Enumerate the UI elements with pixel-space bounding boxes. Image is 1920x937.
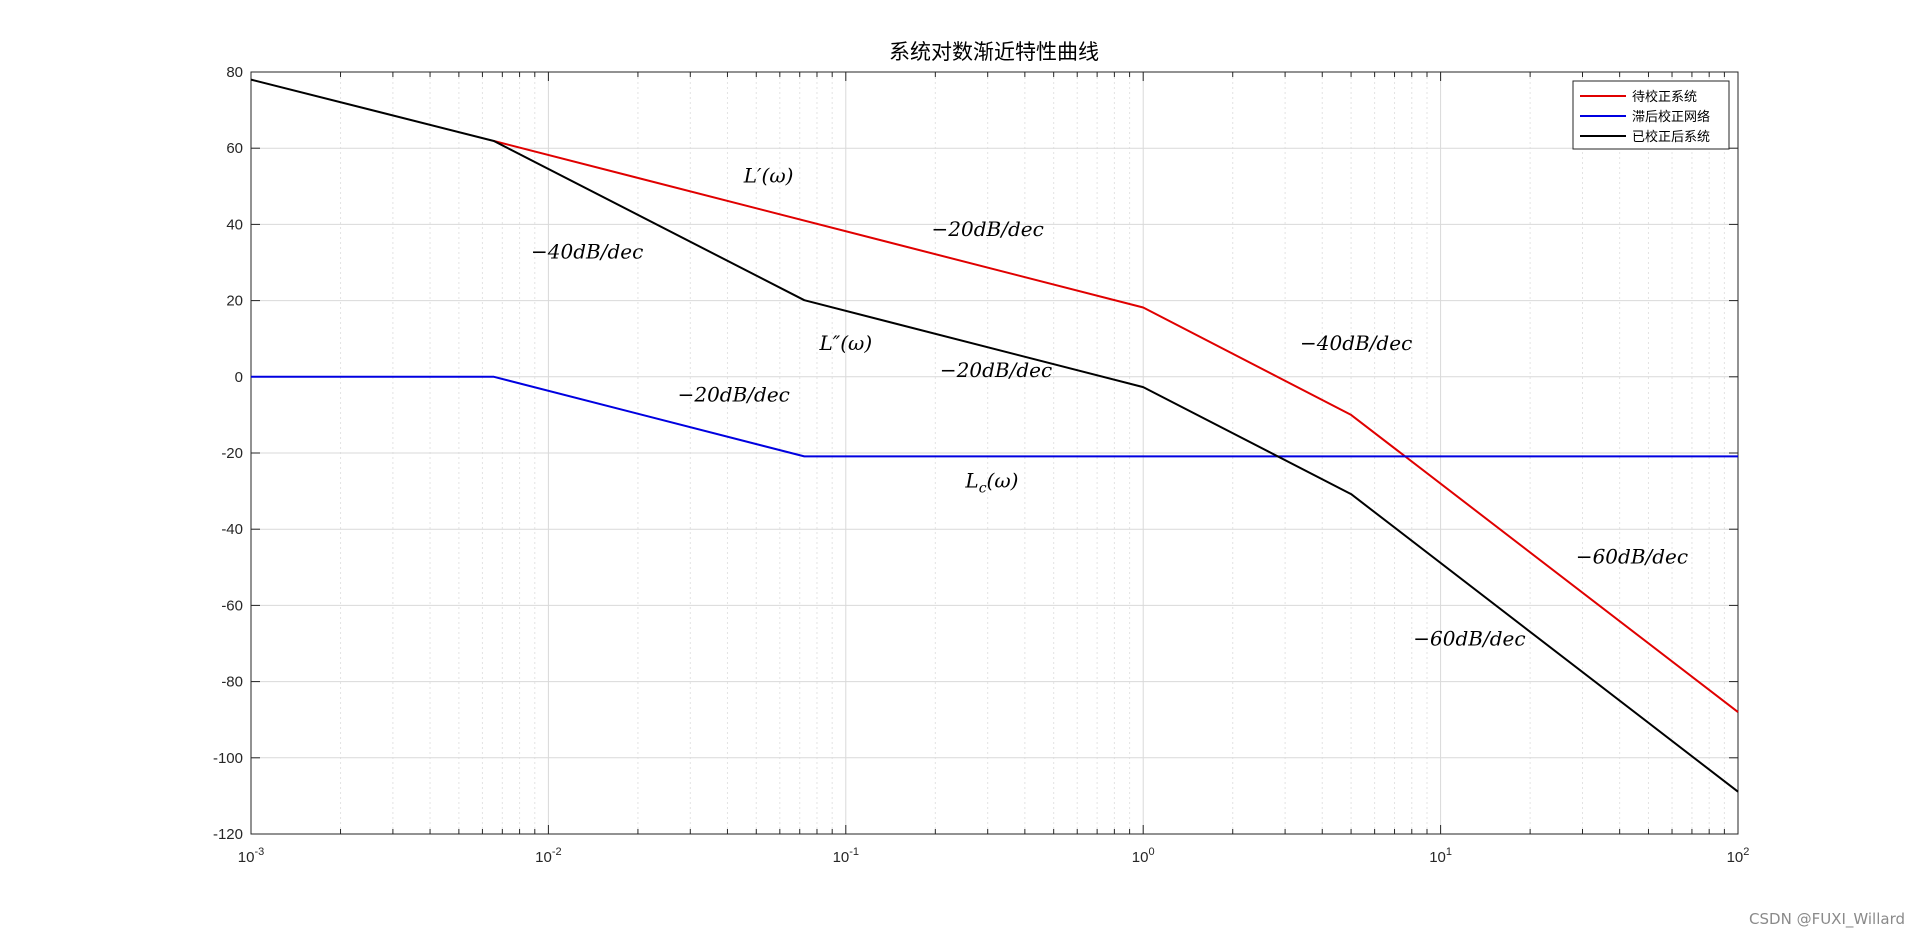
x-tick-label: 102	[1727, 846, 1750, 866]
y-tick-label: 60	[226, 140, 243, 157]
grid-major	[250, 71, 1739, 835]
series-lines	[250, 78, 1739, 793]
y-tick-label: -60	[221, 597, 243, 614]
legend-label-3: 已校正后系统	[1632, 129, 1710, 145]
x-tick-label: 10-2	[535, 846, 561, 866]
annotation-label: −60dB/dec	[1413, 626, 1525, 650]
x-tick-label: 100	[1132, 846, 1155, 866]
axis-ticks	[250, 71, 1739, 835]
annotation-label: −20dB/dec	[678, 383, 790, 407]
y-tick-label: 0	[235, 369, 243, 386]
annotation-label: L′(ω)	[743, 163, 794, 187]
legend-label-1: 待校正系统	[1632, 89, 1697, 105]
y-tick-label: -100	[213, 750, 243, 767]
x-tick-label: 10-3	[238, 846, 264, 866]
y-tick-label: -80	[221, 674, 243, 691]
legend-label-2: 滞后校正网络	[1632, 109, 1710, 125]
y-tick-label: 80	[226, 64, 243, 81]
series-line-3	[250, 78, 1739, 793]
y-tick-label: -120	[213, 826, 243, 843]
watermark: CSDN @FUXI_Willard	[1749, 910, 1905, 929]
annotation-label: −20dB/dec	[932, 217, 1044, 241]
series-line-1	[493, 140, 1739, 713]
series-line-2	[251, 375, 1738, 458]
x-tick-label: 101	[1429, 846, 1452, 866]
annotation-label: −20dB/dec	[940, 358, 1052, 382]
x-tick-labels: 10-3 10-2 10-1 100 101 102	[238, 846, 1750, 866]
y-tick-label: -20	[221, 445, 243, 462]
annotation-label: −40dB/dec	[1300, 331, 1412, 355]
y-tick-label: -40	[221, 521, 243, 538]
x-tick-label: 10-1	[833, 846, 859, 866]
y-tick-labels: 80 60 40 20 0 -20 -40 -60 -80 -100 -120	[213, 64, 243, 843]
chart-title: 系统对数渐近特性曲线	[889, 40, 1099, 64]
annotation-label: L″(ω)	[818, 331, 872, 355]
annotation-label: Lc(ω)	[964, 468, 1018, 496]
annotation-label: −40dB/dec	[531, 240, 643, 264]
y-tick-label: 20	[226, 293, 243, 310]
annotations: L′(ω) −20dB/dec −40dB/dec L″(ω) −20dB/dec −40…	[531, 163, 1688, 650]
y-tick-label: 40	[226, 216, 243, 233]
annotation-label: −60dB/dec	[1576, 544, 1688, 568]
